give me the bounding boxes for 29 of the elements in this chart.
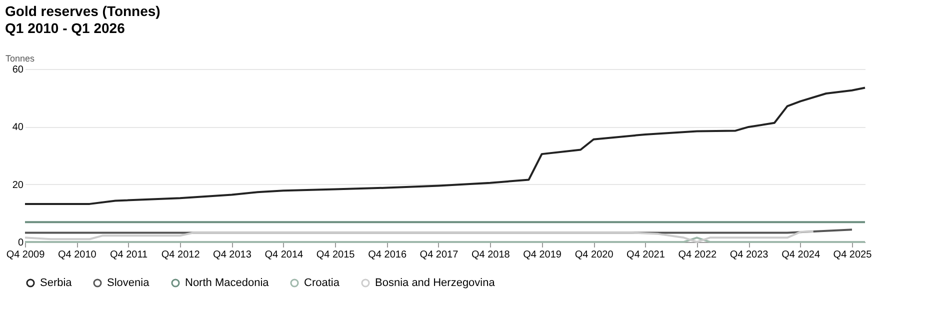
x-tick-label: Q4 2013 [213, 250, 252, 260]
x-tick-label: Q4 2020 [574, 250, 614, 260]
x-tick-label: Q4 2014 [264, 250, 304, 260]
legend-label: Bosnia and Herzegovina [375, 276, 496, 289]
x-tick-label: Q4 2022 [678, 250, 717, 260]
y-tick-label: 60 [12, 64, 24, 76]
legend-label: North Macedonia [185, 276, 270, 289]
legend-label: Slovenia [107, 276, 150, 289]
x-tick-label: Q4 2010 [58, 250, 97, 260]
chart-title: Gold reserves (Tonnes) [5, 3, 160, 19]
y-axis-title: Tonnes [6, 54, 36, 64]
x-tick-label: Q4 2017 [420, 250, 459, 260]
chart-subtitle: Q1 2010 - Q1 2026 [5, 20, 126, 36]
x-tick-label: Q4 2024 [782, 250, 820, 260]
y-tick-label: 40 [12, 122, 24, 134]
x-tick-label: Q4 2025 [833, 250, 872, 260]
x-tick-label: Q4 2011 [110, 250, 148, 260]
legend-label: Croatia [304, 276, 340, 289]
legend-label: Serbia [40, 276, 73, 289]
x-tick-label: Q4 2016 [368, 250, 407, 260]
x-tick-label: Q4 2012 [161, 250, 200, 260]
x-tick-label: Q4 2019 [523, 250, 562, 260]
x-tick-label: Q4 2023 [730, 250, 769, 260]
x-tick-label: Q4 2018 [471, 250, 510, 260]
y-tick-label: 20 [12, 180, 24, 191]
x-tick-label: Q4 2015 [316, 250, 356, 260]
x-tick-label: Q4 2021 [626, 250, 666, 260]
x-tick-label: Q4 2009 [6, 250, 46, 260]
y-tick-label: 0 [18, 238, 24, 248]
